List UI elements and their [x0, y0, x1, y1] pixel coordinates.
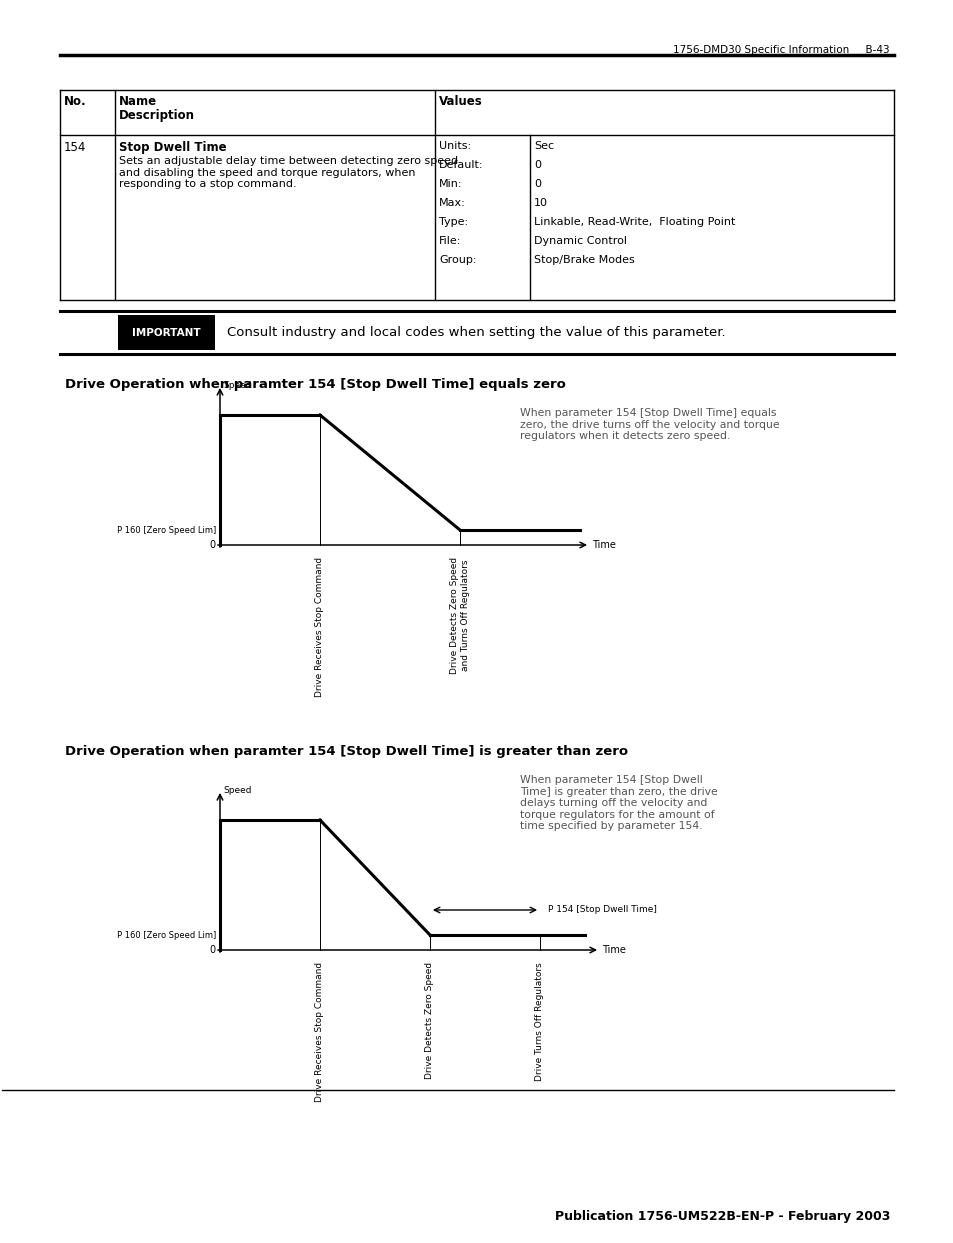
Text: Type:: Type: — [438, 218, 468, 227]
Text: Time: Time — [601, 945, 625, 955]
Text: IMPORTANT: IMPORTANT — [132, 327, 200, 338]
Text: 0: 0 — [534, 160, 540, 170]
Text: 154: 154 — [64, 140, 87, 154]
Text: Min:: Min: — [438, 179, 462, 189]
Text: Units:: Units: — [438, 140, 471, 150]
Text: Stop/Brake Modes: Stop/Brake Modes — [534, 255, 634, 265]
Text: Group:: Group: — [438, 255, 476, 265]
FancyBboxPatch shape — [118, 314, 214, 351]
Text: Max:: Max: — [438, 198, 465, 208]
Text: Description: Description — [119, 109, 194, 122]
Text: 1756-DMD30 Specific Information     B-43: 1756-DMD30 Specific Information B-43 — [673, 45, 889, 55]
Text: 10: 10 — [534, 198, 547, 208]
Text: 0: 0 — [210, 945, 215, 955]
Text: 0: 0 — [210, 539, 215, 549]
Text: Linkable, Read-Write,  Floating Point: Linkable, Read-Write, Floating Point — [534, 218, 735, 227]
Text: Sec: Sec — [534, 140, 554, 150]
Text: When parameter 154 [Stop Dwell
Time] is greater than zero, the drive
delays turn: When parameter 154 [Stop Dwell Time] is … — [519, 774, 717, 832]
Text: Drive Operation when paramter 154 [Stop Dwell Time] is greater than zero: Drive Operation when paramter 154 [Stop … — [65, 745, 627, 758]
Text: Name: Name — [119, 94, 157, 108]
Text: When parameter 154 [Stop Dwell Time] equals
zero, the drive turns off the veloci: When parameter 154 [Stop Dwell Time] equ… — [519, 408, 779, 441]
Text: P 160 [Zero Speed Lim]: P 160 [Zero Speed Lim] — [116, 931, 215, 940]
Text: Time: Time — [592, 539, 616, 549]
Text: Stop Dwell Time: Stop Dwell Time — [119, 140, 227, 154]
Text: P 154 [Stop Dwell Time]: P 154 [Stop Dwell Time] — [547, 905, 657, 915]
Text: Speed: Speed — [223, 382, 252, 390]
Text: No.: No. — [64, 94, 87, 108]
Text: Drive Receives Stop Command: Drive Receives Stop Command — [315, 962, 324, 1103]
Text: Speed: Speed — [223, 786, 252, 796]
Text: Drive Operation when paramter 154 [Stop Dwell Time] equals zero: Drive Operation when paramter 154 [Stop … — [65, 378, 565, 392]
Text: File:: File: — [438, 236, 461, 246]
Text: Dynamic Control: Dynamic Control — [534, 236, 626, 246]
Text: Drive Detects Zero Speed: Drive Detects Zero Speed — [425, 962, 434, 1079]
Text: Consult industry and local codes when setting the value of this parameter.: Consult industry and local codes when se… — [227, 326, 725, 339]
Text: 0: 0 — [534, 179, 540, 189]
Text: Sets an adjustable delay time between detecting zero speed
and disabling the spe: Sets an adjustable delay time between de… — [119, 157, 457, 189]
Text: Drive Turns Off Regulators: Drive Turns Off Regulators — [535, 962, 544, 1080]
Text: Default:: Default: — [438, 160, 483, 170]
Text: Values: Values — [438, 94, 482, 108]
Text: Drive Receives Stop Command: Drive Receives Stop Command — [315, 557, 324, 697]
Text: Publication 1756-UM522B-EN-P - February 2003: Publication 1756-UM522B-EN-P - February … — [554, 1209, 889, 1223]
Text: Drive Detects Zero Speed
and Turns Off Regulators: Drive Detects Zero Speed and Turns Off R… — [450, 557, 469, 674]
Text: P 160 [Zero Speed Lim]: P 160 [Zero Speed Lim] — [116, 526, 215, 534]
